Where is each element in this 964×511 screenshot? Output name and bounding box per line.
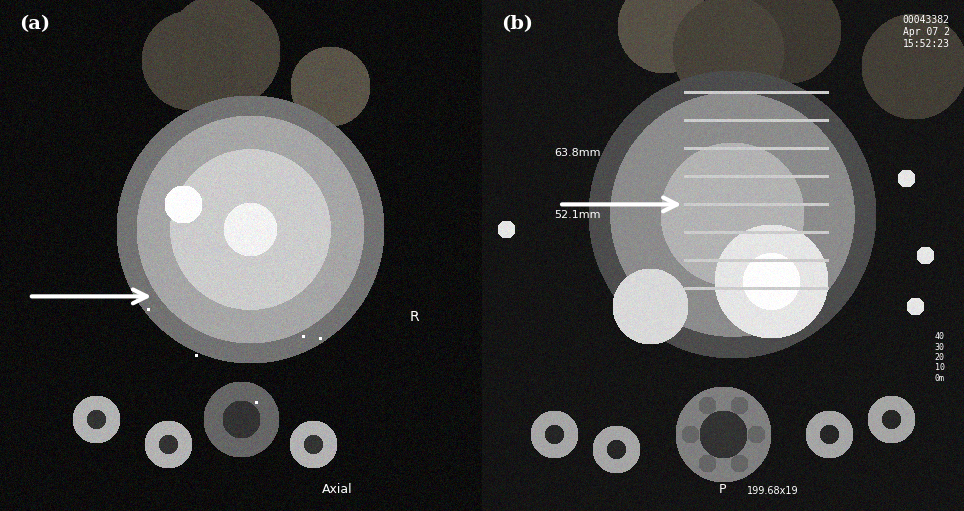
Text: R: R [410, 310, 419, 324]
Text: 40
30
20
10
0m: 40 30 20 10 0m [935, 332, 945, 383]
Text: 199.68x19: 199.68x19 [747, 485, 799, 496]
Text: 00043382
Apr 07 2
15:52:23: 00043382 Apr 07 2 15:52:23 [902, 15, 950, 49]
Text: (b): (b) [501, 15, 533, 33]
Text: (a): (a) [19, 15, 50, 33]
Text: 52.1mm: 52.1mm [554, 210, 601, 220]
Text: P: P [719, 483, 727, 496]
Text: Axial: Axial [322, 483, 353, 496]
Text: 63.8mm: 63.8mm [554, 148, 601, 158]
